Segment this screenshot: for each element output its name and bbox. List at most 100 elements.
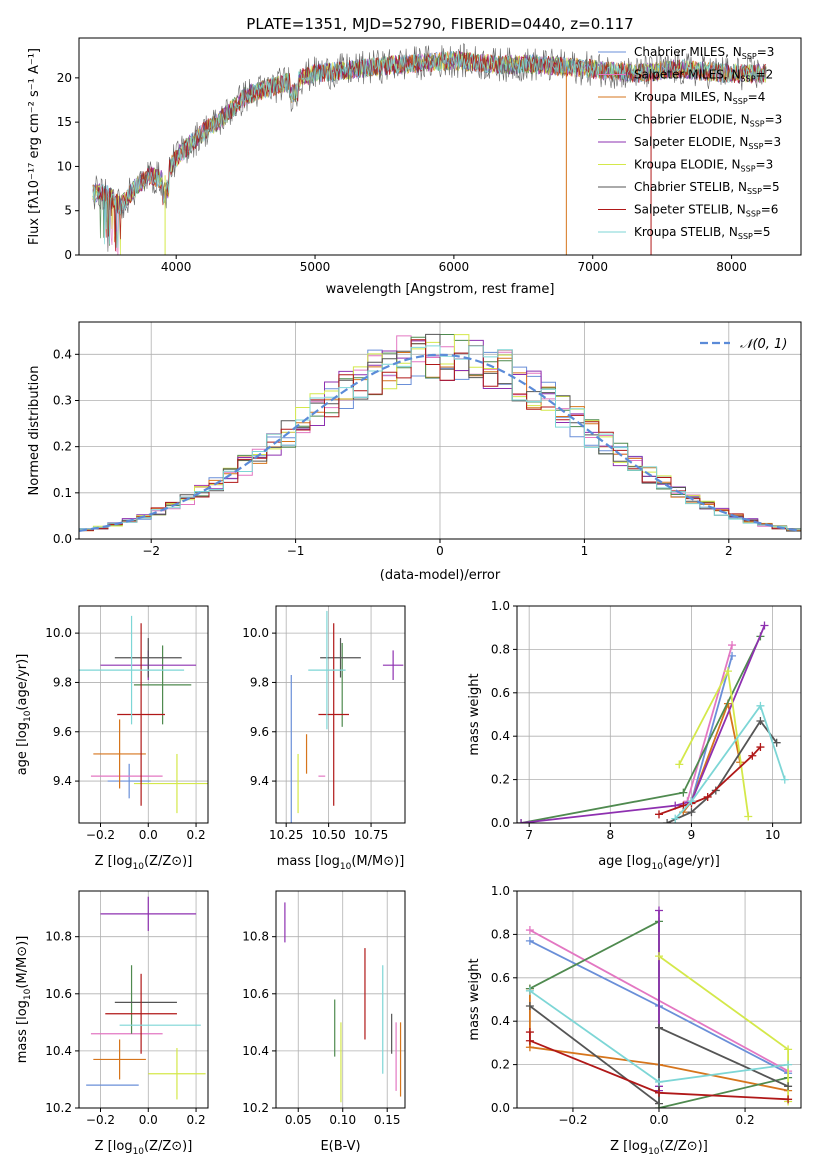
legend-entry-main: Salpeter ELODIE, N	[634, 135, 748, 149]
mass-weight-marker	[679, 801, 688, 810]
mass-weight-marker	[655, 1099, 663, 1108]
plot-area	[284, 902, 402, 1103]
x-tick-label: 4000	[161, 260, 192, 274]
y-tick-label: 0.4	[491, 1014, 510, 1028]
axis-label-main: mass [log	[277, 854, 340, 869]
mass-weight-marker	[525, 1002, 534, 1011]
x-tick-label: −0.2	[86, 1113, 115, 1127]
plot-area	[517, 621, 789, 823]
legend-entry-main: Kroupa STELIB, N	[634, 225, 738, 239]
y-tick-label: 10.0	[242, 626, 269, 640]
mass-weight-marker	[744, 812, 753, 821]
x-tick-label: 0.0	[139, 828, 158, 842]
y-tick-label: 0	[64, 248, 72, 262]
axis-label: age [log10(age/yr)]	[598, 854, 720, 872]
normal-curve	[79, 353, 801, 532]
y-tick-label: 9.6	[250, 725, 269, 739]
mass-weight-marker	[655, 1088, 663, 1097]
x-tick-label: 0.15	[374, 1113, 401, 1127]
mass-weight-marker	[525, 1028, 534, 1037]
y-tick-label: 20	[57, 71, 72, 85]
y-tick-label: 0.8	[491, 642, 510, 656]
axis-label-sub: 10	[133, 1147, 145, 1157]
legend-entry-main: Chabrier MILES, N	[634, 45, 742, 59]
legend-entry-tail: =3	[763, 135, 781, 149]
axis-label-tail: (Z/Z⊙)]	[660, 1139, 708, 1154]
axis-label: mass [log10(M/M⊙)]	[15, 936, 33, 1064]
axes-frame	[78, 605, 209, 824]
x-tick-label: 5000	[300, 260, 331, 274]
axis-label-main: Z [log	[95, 854, 133, 869]
y-tick-label: 0.3	[53, 393, 72, 407]
mass-weight-marker	[784, 1045, 793, 1054]
x-tick-label: 0.2	[187, 1113, 206, 1127]
legend-entry: Chabrier ELODIE, NSSP=3	[634, 113, 782, 129]
axis-label-sub: 10	[340, 862, 352, 872]
legend-entry-tail: =2	[756, 68, 774, 82]
y-tick-label: 0.4	[53, 347, 72, 361]
axis-label: age [log10(age/yr)]	[15, 654, 33, 776]
mass-weight-marker	[748, 751, 757, 760]
mass-weight-line	[674, 703, 786, 820]
mass-weight-marker	[655, 810, 663, 819]
mass-weight-marker	[655, 1077, 663, 1086]
y-tick-label: 15	[57, 115, 72, 129]
x-tick-label: −0.2	[86, 828, 115, 842]
x-tick-label: 9	[688, 828, 696, 842]
mass-weight-marker	[703, 792, 712, 801]
plot-area	[79, 615, 208, 814]
x-tick-label: 10.25	[269, 828, 303, 842]
x-tick-label: 0.10	[329, 1113, 356, 1127]
y-tick-label: 9.6	[53, 725, 72, 739]
legend-entry-main: Kroupa ELODIE, N	[634, 158, 741, 172]
x-tick-label: 7000	[577, 260, 608, 274]
legend-entry: Kroupa MILES, NSSP=4	[634, 90, 765, 106]
plot-area	[525, 906, 793, 1108]
mass-weight-marker	[780, 775, 789, 784]
y-tick-label: 0.6	[491, 971, 510, 985]
y-tick-label: 10.6	[242, 987, 269, 1001]
y-tick-label: 0.8	[491, 927, 510, 941]
x-tick-label: −2	[142, 544, 160, 558]
axis-label-main: age [log	[598, 854, 651, 869]
y-tick-label: 0.2	[491, 1058, 510, 1072]
mass-weight-marker	[655, 1023, 663, 1032]
legend-entry-main: Salpeter STELIB, N	[634, 203, 746, 217]
residual-histogram-panel: −2 −1 0 1 2 0.0 0.1 0.2 0.3 0.4 𝒩(0, 1) (data-model…	[27, 321, 802, 583]
y-tick-label: 10.8	[242, 930, 269, 944]
x-tick-label: 6000	[439, 260, 470, 274]
y-tick-label: 0.4	[491, 729, 510, 743]
mass-weight-marker	[663, 819, 672, 823]
legend-entry-main: Kroupa MILES, N	[634, 90, 733, 104]
x-tick-label: 0.0	[139, 1113, 158, 1127]
mass-weight-marker	[756, 701, 765, 710]
legend-entry-tail: =6	[761, 203, 779, 217]
y-tick-label: 0.2	[53, 440, 72, 454]
legend-entry-tail: =4	[748, 90, 766, 104]
y-tick-label: 0.0	[491, 816, 510, 830]
mass-weight-marker	[772, 738, 781, 747]
mass-weight-marker	[784, 1082, 793, 1091]
legend-entry: Chabrier STELIB, NSSP=5	[634, 180, 780, 196]
axis-label-tail: (Z/Z⊙)]	[144, 854, 192, 869]
legend-entry-main: Chabrier ELODIE, N	[634, 113, 750, 127]
mass-weight-vs-metallicity-panel: −0.2 0.0 0.2 0.0 0.2 0.4 0.6 0.8 1.0 Z [log10(Z/Z…	[467, 884, 802, 1157]
mass-weight-marker	[756, 717, 765, 726]
axis-label-main: Z [log	[95, 1139, 133, 1154]
axes-frame	[275, 605, 406, 824]
legend-entry: Kroupa STELIB, NSSP=5	[634, 225, 771, 241]
legend-entry-sub: SSP	[746, 210, 761, 219]
plot-area	[86, 896, 206, 1100]
axis-label-sub: 10	[133, 862, 145, 872]
mass-weight-marker	[784, 1060, 793, 1069]
axes-frame	[516, 605, 802, 824]
legend-entry-sub: SSP	[741, 165, 756, 174]
y-tick-label: 9.8	[53, 675, 72, 689]
axis-label-sub: 10	[23, 710, 33, 722]
y-tick-label: 0.0	[491, 1101, 510, 1115]
y-tick-label: 9.8	[250, 675, 269, 689]
axis-label: Z [log10(Z/Z⊙)]	[610, 1139, 708, 1157]
axis-label-tail: (M/M⊙)]	[351, 854, 404, 869]
x-axis-label: wavelength [Angstrom, rest frame]	[326, 282, 555, 297]
mass-weight-marker	[525, 926, 534, 935]
